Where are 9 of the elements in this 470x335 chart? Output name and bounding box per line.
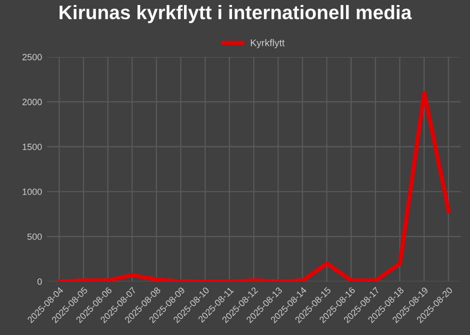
y-tick-label: 2000 [22, 98, 42, 106]
y-tick-label: 1500 [22, 144, 42, 150]
y-tick-label: 500 [27, 233, 42, 240]
legend-label: Kyrkflytt [250, 39, 285, 48]
y-tick-label: 0 [37, 278, 42, 285]
chart-title: Kirunas kyrkflytt i internationell media [60, 5, 412, 24]
line-series [57, 90, 451, 282]
y-tick-label: 1000 [22, 188, 42, 195]
y-tick-label: 2500 [22, 54, 42, 60]
